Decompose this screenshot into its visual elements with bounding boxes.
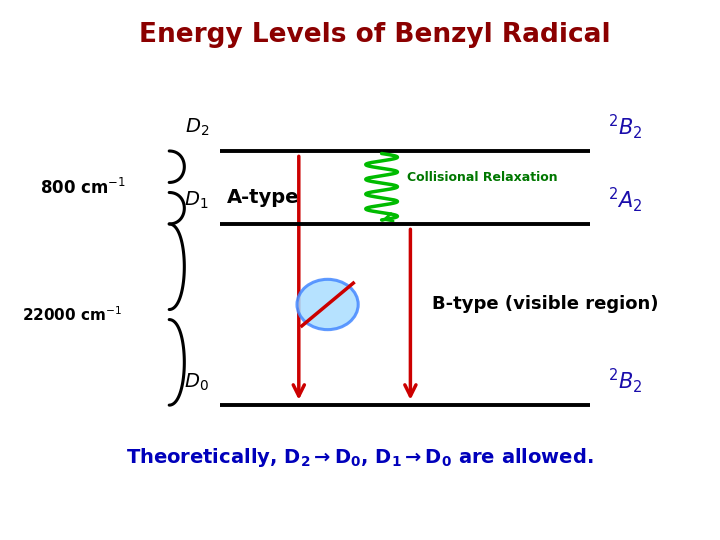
Text: $^2A_2$: $^2A_2$	[608, 185, 643, 214]
Text: 22000 cm$^{-1}$: 22000 cm$^{-1}$	[22, 305, 122, 324]
Text: Laboratory of Molecular Spectroscopy & Nano Materials, Pusan National University: Laboratory of Molecular Spectroscopy & N…	[78, 517, 642, 526]
Text: $^2B_2$: $^2B_2$	[608, 112, 643, 141]
Ellipse shape	[297, 279, 359, 329]
Text: $^2B_2$: $^2B_2$	[608, 366, 643, 395]
Text: Energy Levels of Benzyl Radical: Energy Levels of Benzyl Radical	[138, 22, 611, 48]
Text: $D_1$: $D_1$	[184, 190, 209, 211]
Text: A-type: A-type	[227, 188, 300, 207]
Text: B-type (visible region): B-type (visible region)	[432, 295, 659, 314]
Text: 800 cm$^{-1}$: 800 cm$^{-1}$	[40, 178, 126, 198]
Text: Collisional Relaxation: Collisional Relaxation	[407, 171, 557, 184]
Text: $D_0$: $D_0$	[184, 372, 209, 393]
Text: Theoretically, $\mathbf{D_2 \rightarrow D_0}$, $\mathbf{D_1 \rightarrow D_0}$ ar: Theoretically, $\mathbf{D_2 \rightarrow …	[126, 447, 594, 469]
Text: $D_2$: $D_2$	[184, 117, 209, 138]
